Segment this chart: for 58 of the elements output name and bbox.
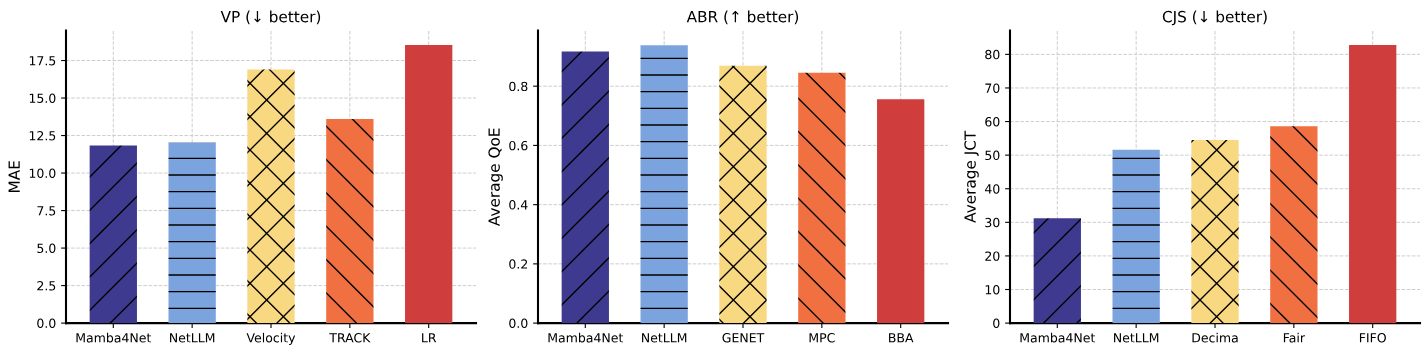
y-axis-title: Average QoE bbox=[488, 128, 503, 226]
y-tick-label: 20 bbox=[985, 251, 1000, 261]
chart-title: ABR (↑ better) bbox=[686, 10, 799, 25]
bar bbox=[877, 99, 925, 324]
x-tick-label: Fair bbox=[1283, 332, 1306, 343]
x-tick-label: BBA bbox=[889, 333, 914, 343]
bar bbox=[89, 145, 137, 324]
chart-title: VP (↓ better) bbox=[220, 10, 321, 25]
y-tick-label: 10 bbox=[985, 284, 1000, 295]
chart-title: CJS (↓ better) bbox=[1162, 10, 1267, 26]
y-tick-label: 15.0 bbox=[29, 93, 56, 103]
bar bbox=[168, 142, 216, 324]
y-tick-label: 30 bbox=[985, 217, 1000, 228]
y-tick-label: 0.6 bbox=[509, 140, 528, 151]
bar bbox=[326, 119, 374, 324]
bar bbox=[405, 45, 453, 324]
y-tick-label: 50 bbox=[985, 150, 1000, 161]
bar bbox=[561, 51, 609, 324]
bar bbox=[1349, 44, 1397, 324]
y-tick-label: 0.8 bbox=[509, 81, 528, 92]
y-axis-title: Average JCT bbox=[964, 130, 979, 223]
bar bbox=[798, 72, 846, 324]
bar bbox=[1033, 218, 1081, 324]
y-tick-label: 5.0 bbox=[37, 243, 56, 253]
x-tick-label: Mamba4Net bbox=[548, 332, 624, 343]
x-tick-label: TRACK bbox=[329, 333, 371, 343]
x-tick-label: NetLLM bbox=[170, 333, 215, 343]
x-tick-label: GENET bbox=[722, 333, 765, 343]
x-tick-label: LR bbox=[422, 333, 437, 343]
x-tick-label: NetLLM bbox=[642, 333, 687, 343]
y-tick-label: 0.4 bbox=[509, 200, 528, 210]
y-tick-label: 0.0 bbox=[37, 318, 56, 329]
x-tick-label: Mamba4Net bbox=[1020, 332, 1096, 343]
x-tick-label: MPC bbox=[809, 333, 835, 343]
x-tick-label: Decima bbox=[1192, 332, 1238, 343]
y-tick-label: 12.5 bbox=[29, 131, 56, 141]
y-tick-label: 40 bbox=[984, 184, 1000, 194]
x-tick-label: Velocity bbox=[246, 332, 296, 345]
x-tick-label: FIFO bbox=[1359, 333, 1386, 343]
y-tick-label: 10.0 bbox=[29, 168, 56, 178]
y-tick-label: 0.2 bbox=[509, 259, 528, 269]
y-tick-label: 0 bbox=[993, 318, 1000, 329]
x-tick-label: NetLLM bbox=[1114, 333, 1159, 343]
y-tick-label: 2.5 bbox=[37, 281, 56, 291]
y-tick-label: 17.5 bbox=[29, 56, 56, 66]
y-axis-title: MAE bbox=[8, 161, 20, 192]
y-tick-label: 7.5 bbox=[37, 206, 56, 216]
y-tick-label: 0.0 bbox=[509, 318, 528, 329]
y-tick-label: 70 bbox=[985, 83, 1000, 93]
x-tick-label: Mamba4Net bbox=[76, 332, 152, 343]
bar bbox=[1112, 149, 1160, 324]
bar bbox=[1191, 140, 1239, 324]
bar bbox=[247, 69, 295, 324]
bar bbox=[719, 65, 767, 324]
y-tick-label: 80 bbox=[985, 49, 1000, 60]
bar bbox=[1270, 126, 1318, 324]
y-tick-label: 60 bbox=[985, 117, 1000, 127]
bar bbox=[640, 45, 688, 324]
